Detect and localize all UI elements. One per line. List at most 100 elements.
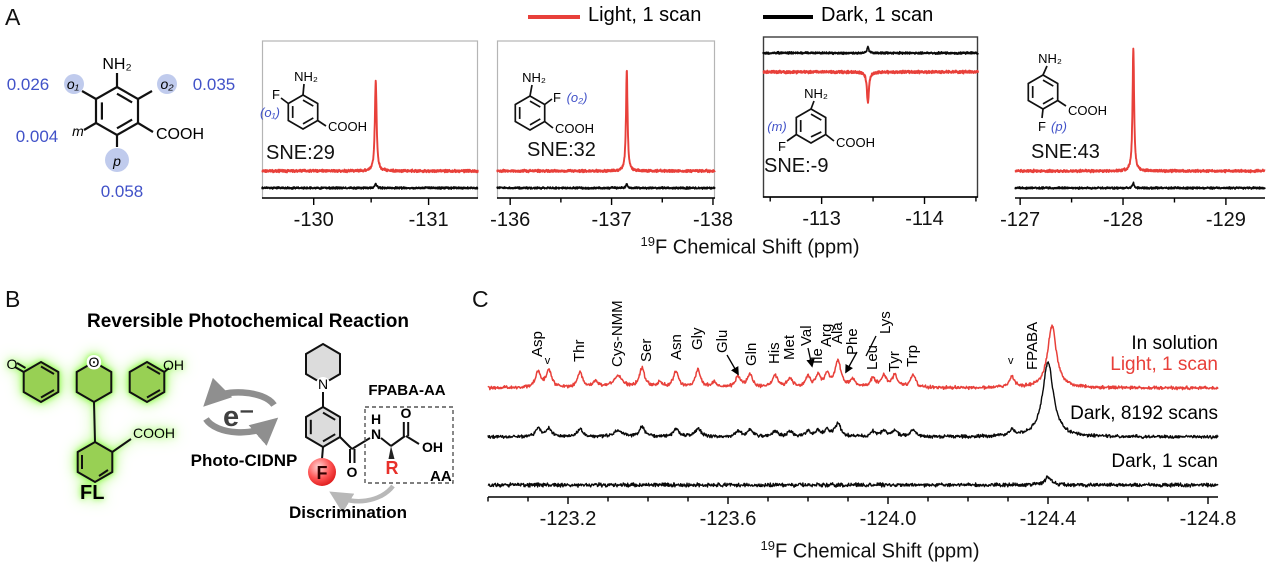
legend-line-dark xyxy=(763,15,813,19)
annotation-line xyxy=(865,335,877,357)
tick-label: -136 xyxy=(490,209,530,231)
inset3-f: F xyxy=(778,139,786,154)
trace-dark-1-scan xyxy=(487,475,1219,488)
inset1-f: F xyxy=(272,87,280,102)
tick-label: -127 xyxy=(1000,209,1040,231)
r-group-label: R xyxy=(386,458,399,478)
o1-value: 0.026 xyxy=(7,75,50,94)
spectrum-o2: -138 -137 -136 xyxy=(490,40,733,231)
axis-label-sup: 19 xyxy=(760,538,775,553)
aa-tag: AA xyxy=(430,468,452,485)
inset-structure-p: NH₂ COOH F (p) xyxy=(1027,51,1107,134)
o2-value: 0.035 xyxy=(193,75,236,94)
tick-label: -129 xyxy=(1206,209,1246,231)
tick-label: -128 xyxy=(1103,209,1143,231)
legend-label-light: Light, 1 scan xyxy=(588,4,702,26)
legend-label-dark: Dark, 1 scan xyxy=(821,4,934,26)
panel-a-label: A xyxy=(5,4,21,30)
amide-bonds xyxy=(339,422,420,463)
inset3-pos: (m) xyxy=(767,119,787,134)
inset3-nh2: NH₂ xyxy=(804,86,828,101)
sne-value-o1: SNE:29 xyxy=(266,142,335,164)
wedge-bond xyxy=(388,446,395,459)
trace-light-1-scan xyxy=(496,69,716,174)
fpaba-aa-tag: FPABA-AA xyxy=(368,382,445,399)
acid-oh: OH xyxy=(422,439,443,455)
fluorescein-structure: O O OH COOH FL xyxy=(7,352,184,505)
inset2-nh2: NH₂ xyxy=(522,70,546,85)
panel-a-axis-label: 19F Chemical Shift (ppm) xyxy=(600,234,900,260)
p-value: 0.058 xyxy=(101,182,144,201)
inset4-nh2: NH₂ xyxy=(1038,51,1062,66)
tick-label: -124.8 xyxy=(1180,508,1237,530)
piperidine-n: N xyxy=(318,376,328,392)
trace-dark-1-scan xyxy=(762,45,979,56)
amide-h: H xyxy=(371,411,381,427)
spectrum-m: -114 -113 xyxy=(762,36,979,230)
photo-cidnp-label: Photo-CIDNP xyxy=(190,451,298,470)
tick-label: -123.2 xyxy=(540,508,597,530)
trace-dark-1-scan xyxy=(261,182,479,190)
tick-label: -114 xyxy=(905,208,944,230)
main-cooh-label: COOH xyxy=(156,126,204,143)
amide-o: O xyxy=(347,464,358,480)
fpaba-f-label: F xyxy=(317,463,328,483)
spectrum-o1: -131 -130 xyxy=(261,40,479,231)
trace-label-dark-1-scan: Dark, 1 scan xyxy=(1111,451,1218,472)
fpaba-aa-structure: N F H N O O OH R FPABA-AA AA xyxy=(305,342,454,513)
inset1-cooh: COOH xyxy=(328,119,367,134)
tick-label: -113 xyxy=(802,208,841,230)
trace-label-light-1-scan: Light, 1 scan xyxy=(1110,354,1218,375)
main-o1-label: o₁ xyxy=(67,76,80,92)
sne-value-p: SNE:43 xyxy=(1031,141,1100,163)
fl-cooh: COOH xyxy=(133,425,175,441)
p-highlight-circle xyxy=(105,148,129,172)
inset-structure-m: NH₂ (m) F COOH xyxy=(767,86,875,154)
axis-label-text: F Chemical Shift (ppm) xyxy=(774,540,980,563)
fl-o-bridge: O xyxy=(89,354,100,370)
spectrum-mixture: -124.8 -124.4 -124.0 -123.6 -123.2 xyxy=(487,324,1236,530)
inset-structure-o2: NH₂ F (o₂) COOH xyxy=(514,70,594,136)
main-m-label: m xyxy=(72,123,84,139)
electron-label: e⁻ xyxy=(223,401,254,433)
sne-value-o2: SNE:32 xyxy=(527,139,596,161)
trace-dark-1-scan xyxy=(1014,181,1266,190)
inset2-f: F xyxy=(553,90,561,105)
electron-cycle-arrows: e⁻ xyxy=(203,377,279,446)
o2-highlight-circle xyxy=(157,74,177,94)
main-nh2-label: NH₂ xyxy=(102,56,131,73)
fpaba-benzene-ring xyxy=(305,405,341,449)
inset2-pos: (o₂) xyxy=(567,90,588,105)
trace-light-1-scan xyxy=(261,79,479,174)
o1-highlight-circle xyxy=(64,74,84,94)
tick-label: -124.4 xyxy=(1020,508,1077,530)
inset4-f: F xyxy=(1038,119,1046,134)
amide-n: N xyxy=(371,426,381,442)
fluorine-sphere xyxy=(308,458,336,486)
inset1-pos: (o₁) xyxy=(260,105,280,120)
fl-oh: OH xyxy=(163,357,184,373)
tick-label: -123.6 xyxy=(700,508,757,530)
inset4-pos: (p) xyxy=(1051,119,1067,134)
spectrum-p: -129 -128 -127 xyxy=(1000,47,1266,231)
acid-o: O xyxy=(401,405,412,421)
trace-light-1-scan xyxy=(1014,47,1266,174)
trace-light-1-scan xyxy=(762,69,979,104)
tick-label: -131 xyxy=(409,209,449,231)
aa-dashed-box xyxy=(364,406,454,484)
discrimination-label: Discrimination xyxy=(288,503,408,522)
inset3-cooh: COOH xyxy=(836,135,875,150)
fl-name: FL xyxy=(80,482,104,504)
trace-label-in-solution: In solution xyxy=(1131,333,1218,354)
main-o2-label: o₂ xyxy=(160,76,174,92)
inset-structure-o1: NH₂ F (o₁) COOH xyxy=(260,69,367,134)
benzene-ring xyxy=(81,73,154,147)
main-p-label: p xyxy=(112,153,121,169)
discrimination-arrow xyxy=(329,484,395,513)
annotation-arrow xyxy=(806,347,815,368)
axis-label-text: F Chemical Shift (ppm) xyxy=(654,236,860,259)
trace-dark-8192-scans xyxy=(487,361,1219,440)
inset4-cooh: COOH xyxy=(1068,103,1107,118)
tick-label: -138 xyxy=(693,209,733,231)
